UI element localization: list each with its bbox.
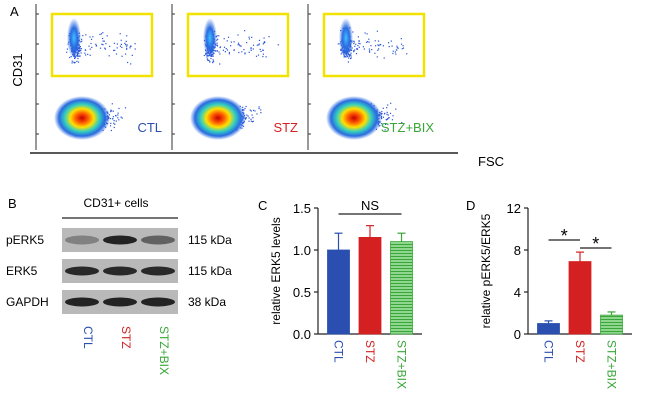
flow-plot-label: CTL <box>137 120 162 135</box>
flow-cytometry-plots: CTL STZ STZ+BIX <box>35 4 434 150</box>
x-tick-label: STZ <box>573 340 587 363</box>
blot-row-label: GAPDH <box>6 295 49 309</box>
x-tick-label: STZ <box>363 340 377 363</box>
blot-band <box>103 297 137 307</box>
blot-band <box>141 235 175 245</box>
bar-ctl <box>537 323 560 335</box>
cd31-positive-cluster <box>339 18 353 58</box>
flow-plot-label: STZ+BIX <box>381 120 434 135</box>
blot-kda-label: 115 kDa <box>188 233 232 247</box>
y-tick-label: 4 <box>514 285 521 300</box>
blot-kda-label: 115 kDa <box>188 264 232 278</box>
blot-band <box>65 297 99 307</box>
blot-band <box>65 235 99 245</box>
blot-lane-label: STZ <box>119 326 133 349</box>
chart-c: 0.0 0.5 1.0 1.5 relative ERK5 levels CTL STZ ST… <box>269 198 422 389</box>
blot-title: CD31+ cells <box>83 196 148 210</box>
y-axis-label: relative ERK5 levels <box>269 217 283 324</box>
blot-band <box>103 235 137 245</box>
blot-lane-label: CTL <box>81 326 95 349</box>
main-cell-cluster <box>326 96 382 140</box>
ns-label: NS <box>361 198 379 213</box>
x-tick-label: STZ+BIX <box>395 340 409 389</box>
cd31-axis-label: CD31 <box>10 53 25 86</box>
blot-band <box>141 297 175 307</box>
flow-plot-label: STZ <box>273 120 298 135</box>
blot-lane-label: STZ+BIX <box>157 326 171 375</box>
bar-ctl <box>327 249 350 335</box>
cd31-positive-cluster <box>203 18 217 58</box>
y-tick-label: 8 <box>514 243 521 258</box>
bar-stz <box>358 236 382 335</box>
flow-plot-3: STZ+BIX <box>307 4 434 150</box>
y-tick-label: 1.0 <box>293 243 311 258</box>
y-tick-label: 1.5 <box>293 201 311 216</box>
blot-row-label: ERK5 <box>6 264 38 278</box>
y-tick-label: 0.0 <box>293 327 311 342</box>
x-tick-label: STZ+BIX <box>605 340 619 389</box>
panel-b-letter: B <box>8 196 17 211</box>
blot-row-label: pERK5 <box>6 233 44 247</box>
y-axis-label: relative pERK5/ERK5 <box>479 213 493 328</box>
fsc-axis-label: FSC <box>478 154 504 169</box>
cd31-gate <box>186 12 290 78</box>
cd31-gate <box>322 12 426 78</box>
main-cell-cluster <box>54 96 110 140</box>
panel-d-letter: D <box>466 198 475 213</box>
cd31-gate <box>50 12 154 78</box>
flow-plot-1: CTL <box>35 4 162 150</box>
significance-star: * <box>561 226 568 246</box>
blot-band <box>141 266 175 276</box>
bar-stz <box>568 261 592 335</box>
x-tick-label: CTL <box>332 340 346 363</box>
significance-star: * <box>592 234 599 254</box>
bar-stz-bix <box>600 314 623 335</box>
y-tick-label: 0 <box>514 327 521 342</box>
panel-c-letter: C <box>258 198 267 213</box>
western-blot: pERK5 115 kDa ERK5 115 kDa GAPDH 38 kDa CTL STZ… <box>6 228 232 375</box>
bar-stz-bix <box>390 241 413 335</box>
flow-plot-2: STZ <box>171 4 298 150</box>
y-tick-label: 0.5 <box>293 285 311 300</box>
panel-a-letter: A <box>10 4 19 19</box>
y-tick-label: 12 <box>507 201 521 216</box>
x-tick-label: CTL <box>542 340 556 363</box>
cd31-positive-cluster <box>67 18 81 58</box>
blot-kda-label: 38 kDa <box>188 295 226 309</box>
chart-d: 0 4 8 12 relative pERK5/ERK5 CTL STZ STZ+BIX * * <box>479 201 632 389</box>
blot-band <box>65 266 99 276</box>
blot-band <box>103 266 137 276</box>
main-cell-cluster <box>190 96 246 140</box>
